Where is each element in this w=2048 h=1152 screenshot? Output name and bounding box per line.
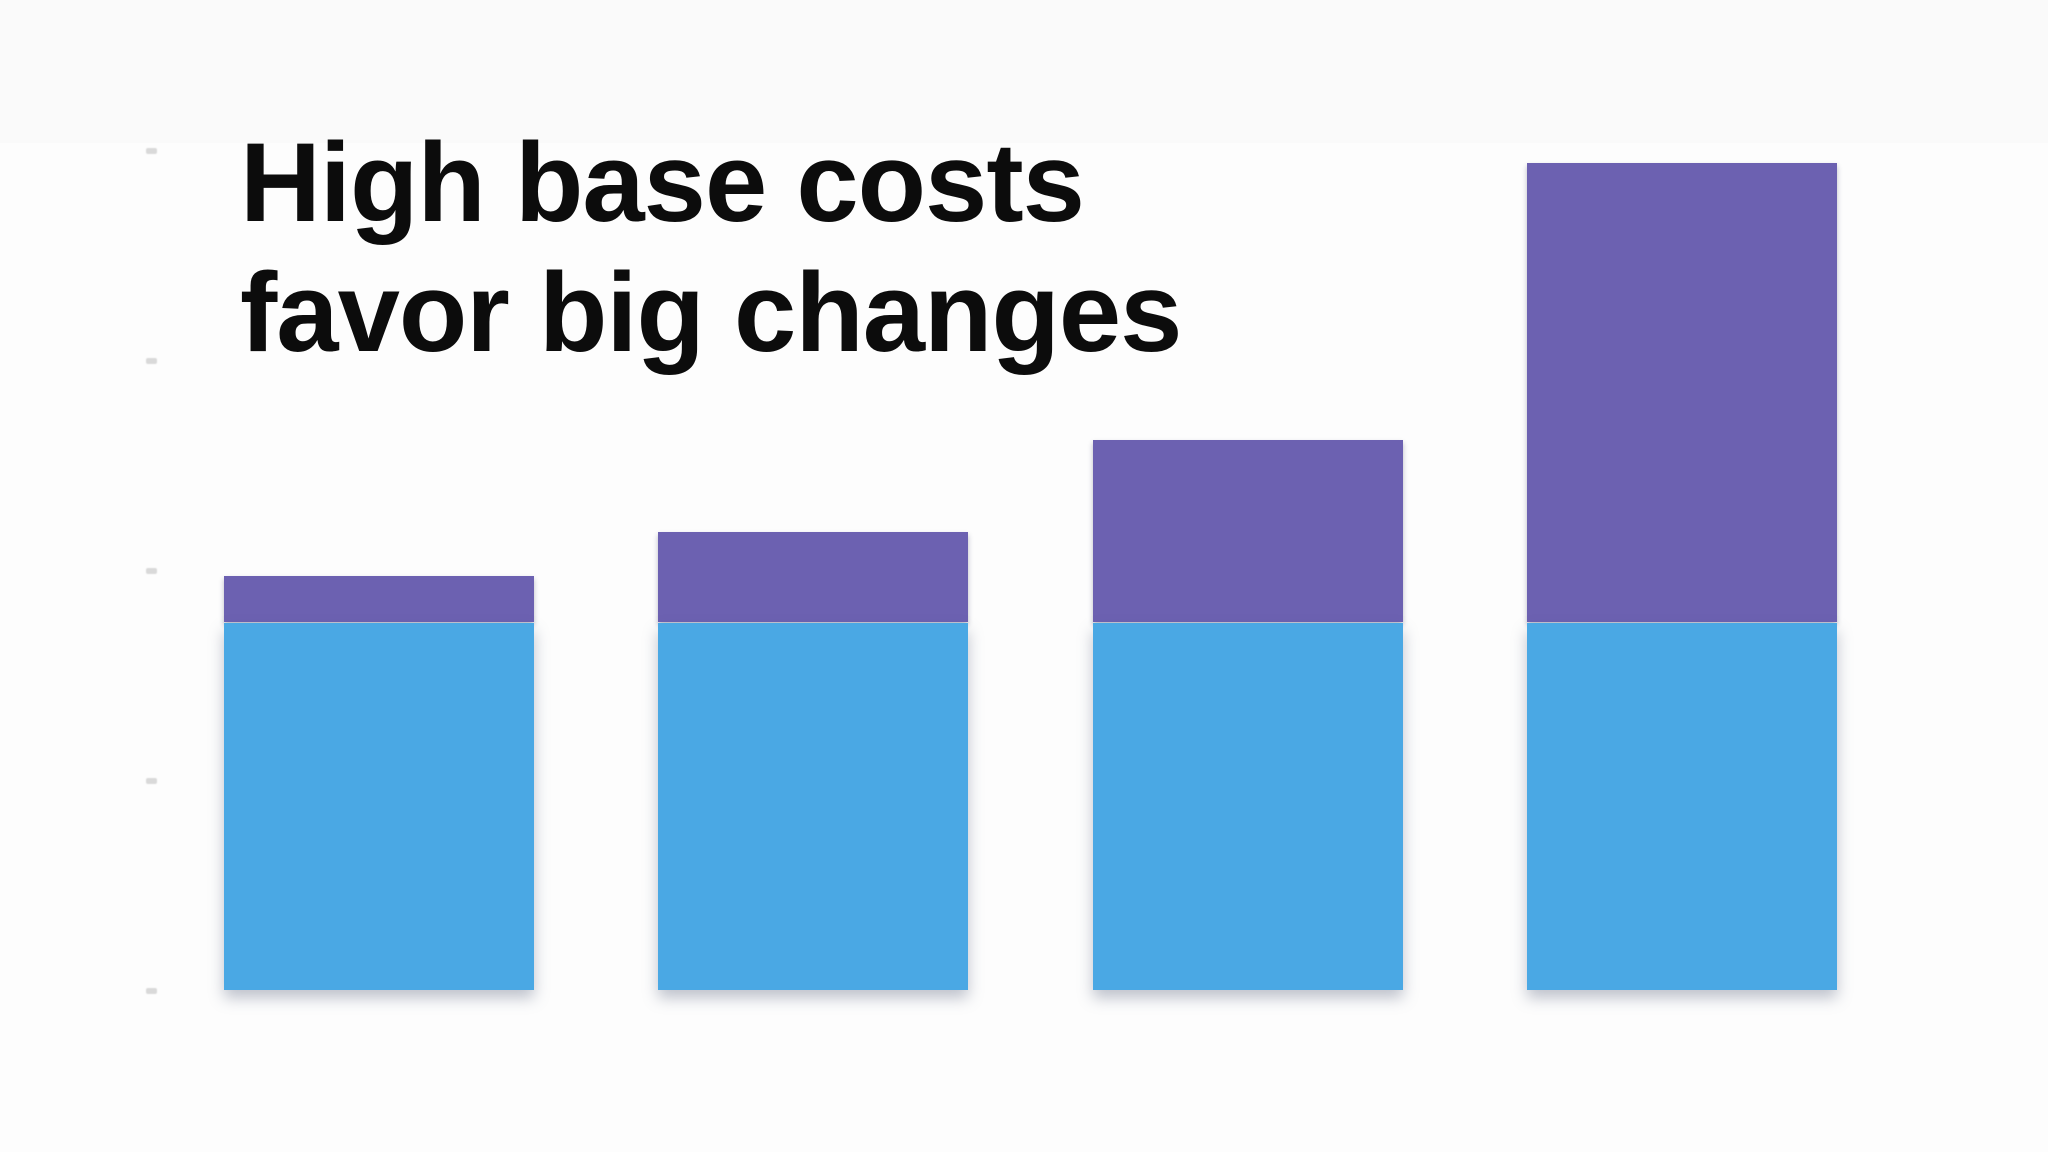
chart-title: High base costs favor big changes — [240, 118, 1182, 378]
bar-4-change-segment — [1527, 162, 1837, 623]
faded-axis-tick — [146, 988, 157, 994]
bar-4-base-segment — [1527, 622, 1837, 990]
chart-title-line-1: High base costs — [240, 120, 1085, 245]
faded-axis-tick — [146, 358, 157, 364]
faded-axis-tick — [146, 148, 157, 154]
bar-3-base-segment — [1093, 622, 1403, 990]
bar-1-change-segment — [224, 576, 534, 623]
bar-3-change-segment — [1093, 439, 1403, 623]
faded-axis-tick — [146, 778, 157, 784]
chart-title-line-2: favor big changes — [240, 250, 1182, 375]
bar-2-change-segment — [658, 532, 968, 623]
bar-1-base-segment — [224, 622, 534, 990]
bar-2-base-segment — [658, 622, 968, 990]
faded-axis-tick — [146, 568, 157, 574]
